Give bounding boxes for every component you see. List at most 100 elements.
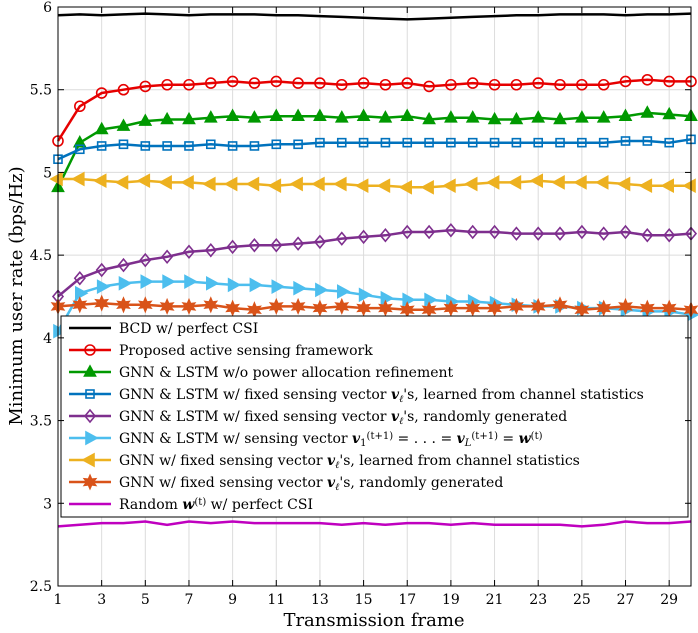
series-8 — [57, 520, 692, 528]
data-point — [529, 173, 544, 189]
legend-marker — [85, 430, 99, 446]
data-point — [139, 252, 152, 268]
legend-label-segment: ℓ — [399, 416, 403, 427]
data-point — [357, 77, 370, 89]
data-point — [445, 78, 457, 91]
series-7 — [50, 294, 698, 319]
data-point — [204, 242, 217, 258]
data-point — [380, 290, 395, 306]
legend-marker — [83, 364, 97, 377]
data-point — [72, 296, 88, 314]
data-point — [227, 277, 242, 293]
data-point — [485, 175, 500, 190]
data-point — [114, 175, 129, 190]
data-point — [533, 137, 544, 148]
series-4 — [51, 223, 698, 304]
axis-ticks: 1 3 5 7 9 11 13 15 17 19 21 23 25 27 292.533.544.555.5… — [30, 0, 691, 608]
data-point — [619, 75, 632, 88]
legend-label-segment: = — [498, 431, 519, 447]
series-line — [56, 78, 691, 142]
plot-frame — [57, 6, 692, 587]
data-point — [640, 105, 655, 118]
data-point — [53, 323, 67, 339]
data-point — [138, 113, 153, 126]
data-point — [73, 271, 86, 286]
legend-label-segment: v — [457, 431, 466, 447]
legend-label-segment: w/ perfect CSI — [206, 497, 313, 513]
data-point — [380, 137, 391, 148]
data-point — [641, 228, 654, 243]
series-1 — [52, 73, 697, 147]
data-point — [530, 297, 546, 315]
data-point — [95, 262, 108, 278]
data-point — [573, 175, 587, 190]
data-point — [336, 284, 351, 299]
data-point — [180, 175, 194, 190]
data-point — [358, 287, 373, 303]
legend-marker — [84, 344, 96, 356]
data-point — [467, 137, 478, 148]
data-point — [140, 141, 151, 151]
legend-label-segment: GNN & LSTM w/ fixed sensing vector — [119, 409, 391, 425]
data-point — [618, 108, 633, 121]
legend-label-segment: GNN w/ fixed sensing vector — [119, 475, 327, 491]
legend-label: GNN & LSTM w/ fixed sensing vector vℓ's,… — [119, 409, 567, 427]
data-point — [182, 244, 196, 260]
legend-label: Proposed active sensing framework — [119, 343, 373, 359]
data-point — [402, 292, 416, 308]
data-point — [554, 78, 566, 91]
data-point — [531, 110, 546, 123]
legend-label-segment: 's, randomly generated — [339, 475, 503, 491]
data-point — [333, 176, 347, 192]
legend-label-segment: GNN & LSTM w/ sensing vector — [119, 431, 352, 447]
legend-label-segment: Proposed active sensing framework — [119, 343, 373, 359]
x-tick-label: 23 — [529, 592, 547, 608]
legend-label-segment: (t) — [531, 431, 543, 442]
legend-label-segment: 's, learned from channel statistics — [403, 387, 644, 403]
data-point — [161, 249, 174, 265]
legend-label-segment: GNN & LSTM w/ fixed sensing vector — [119, 387, 391, 403]
data-point — [466, 77, 479, 89]
data-point — [465, 299, 481, 317]
data-point — [226, 75, 239, 88]
data-point — [489, 137, 500, 148]
data-point — [424, 292, 438, 308]
data-point — [464, 176, 478, 192]
legend-entry: GNN & LSTM w/o power allocation refineme… — [69, 364, 454, 381]
legend-label: Random w(t) w/ perfect CSI — [119, 497, 313, 514]
data-point — [292, 77, 304, 89]
data-point — [93, 173, 107, 189]
data-point — [162, 274, 176, 289]
data-point — [444, 110, 458, 123]
legend-label-segment: BCD w/ perfect CSI — [119, 321, 258, 337]
data-point — [270, 237, 283, 253]
x-tick-label: 27 — [617, 592, 635, 608]
legend-entry: GNN & LSTM w/ fixed sensing vector vℓ's,… — [69, 408, 567, 427]
data-point — [487, 111, 502, 125]
data-point — [510, 78, 523, 91]
data-point — [225, 108, 240, 121]
series-line — [57, 12, 692, 21]
data-point — [75, 285, 89, 301]
data-point — [271, 139, 282, 150]
y-tick-label: 5 — [43, 165, 52, 181]
data-point — [555, 137, 565, 148]
data-point — [532, 77, 545, 89]
data-point — [94, 294, 110, 312]
data-point — [245, 176, 260, 192]
legend-entry: GNN & LSTM w/ sensing vector v1(t+1) = .… — [69, 431, 543, 449]
y-tick-label: 4 — [43, 331, 52, 347]
legend-label: GNN w/ fixed sensing vector vℓ's, learne… — [119, 453, 580, 471]
data-point — [357, 229, 370, 245]
legend-label-segment: ℓ — [335, 482, 339, 493]
data-point — [315, 282, 329, 298]
data-point — [442, 178, 456, 194]
data-point — [488, 224, 501, 240]
legend-label: BCD w/ perfect CSI — [119, 321, 258, 337]
data-point — [662, 106, 677, 120]
data-point — [289, 176, 303, 192]
data-point — [226, 239, 239, 255]
series-2 — [51, 105, 698, 193]
data-point — [72, 135, 87, 148]
data-point — [378, 299, 393, 317]
